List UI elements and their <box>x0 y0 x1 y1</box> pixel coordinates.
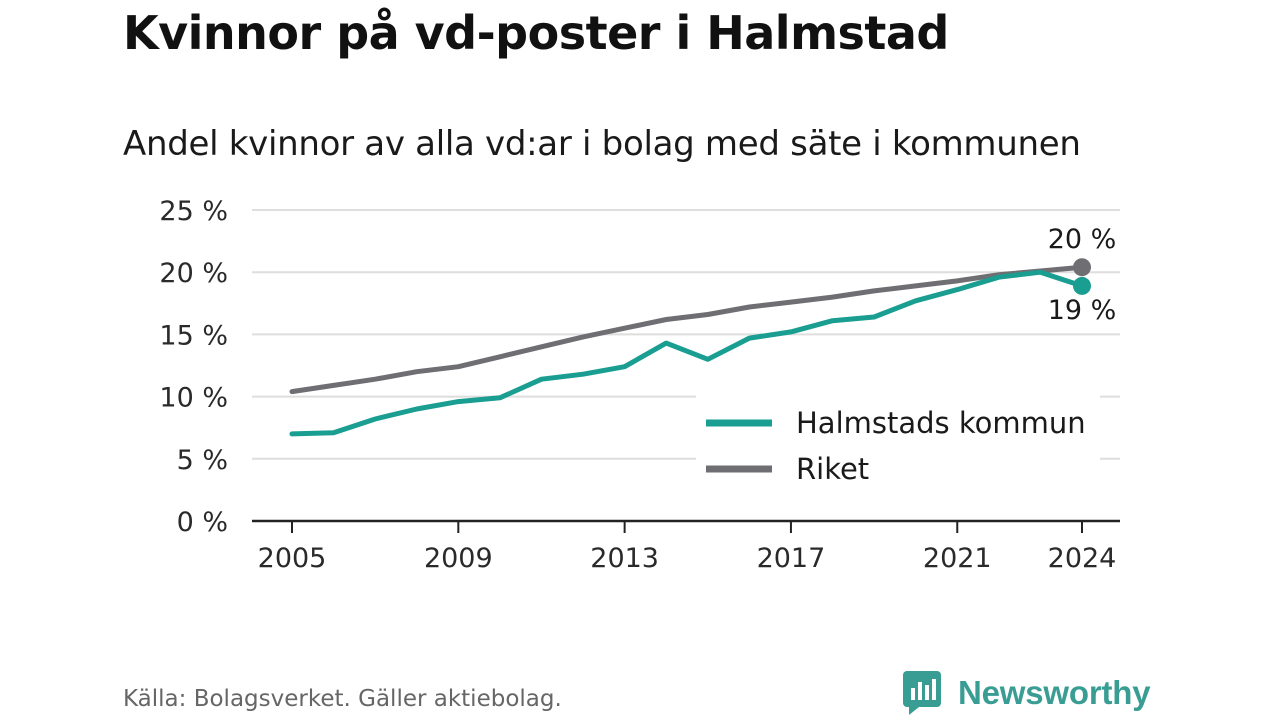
series-line-riket <box>289 264 1085 395</box>
end-point-riket <box>1073 258 1091 277</box>
brand-name: Newsworthy <box>958 674 1151 711</box>
y-tick-label: 15 % <box>159 320 228 351</box>
x-tick-label: 2009 <box>424 543 493 574</box>
y-tick-label: 5 % <box>177 445 228 476</box>
y-tick-label: 10 % <box>159 383 228 414</box>
end-point-halmstads-kommun <box>1073 276 1091 295</box>
chart-subtitle: Andel kvinnor av alla vd:ar i bolag med … <box>123 124 1081 164</box>
y-tick-label: 0 % <box>177 507 228 538</box>
source-note: Källa: Bolagsverket. Gäller aktiebolag. <box>123 686 562 712</box>
line-chart: 0 % 5 % 10 % 15 % 20 % 25 % 2005 2009 2013 2017 20… <box>159 196 1120 574</box>
legend-label-riket: Riket <box>796 452 869 486</box>
x-tick-label: 2017 <box>757 543 826 574</box>
end-label-riket: 20 % <box>1048 224 1117 255</box>
x-tick-label: 2013 <box>590 543 659 574</box>
x-tick-label: 2024 <box>1048 543 1117 574</box>
x-tick-label: 2021 <box>923 543 992 574</box>
series-line-halmstads-kommun <box>289 269 1085 437</box>
end-label-halmstads-kommun: 19 % <box>1048 295 1117 326</box>
y-tick-label: 20 % <box>159 258 228 289</box>
x-tick-label: 2005 <box>258 543 327 574</box>
legend-label-halmstads-kommun: Halmstads kommun <box>796 406 1086 440</box>
brand-logo: Newsworthy <box>903 671 1151 715</box>
chart-title: Kvinnor på vd-poster i Halmstad <box>123 6 949 60</box>
legend-box <box>696 395 1100 495</box>
y-tick-label: 25 % <box>159 196 228 227</box>
newsworthy-logo-icon <box>903 671 941 715</box>
